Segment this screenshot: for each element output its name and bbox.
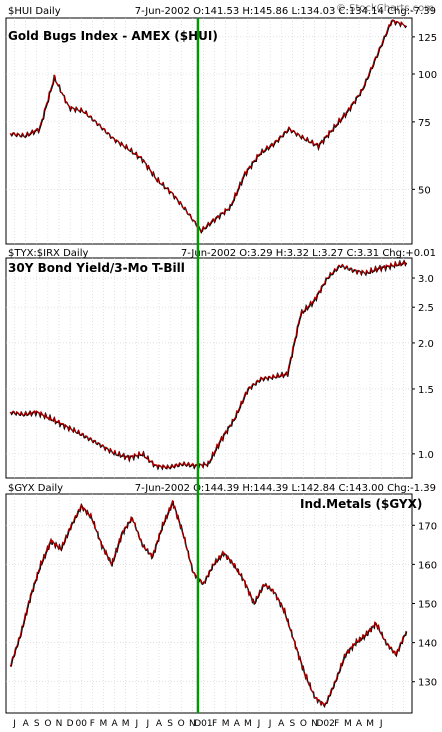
- y-tick-label: 75: [418, 118, 431, 129]
- x-month-label: M: [222, 719, 230, 729]
- x-month-label: O: [178, 719, 185, 729]
- x-month-label: F: [334, 719, 339, 729]
- panel-quote: 7-Jun-2002 O:3.29 H:3.32 L:3.27 C:3.31 C…: [181, 248, 436, 259]
- price-line: [9, 500, 407, 708]
- y-tick-label: 50: [418, 185, 431, 196]
- time-marker-line: [196, 18, 200, 713]
- y-tick-label: 150: [418, 600, 437, 611]
- price-line-shadow: [10, 500, 408, 709]
- x-month-label: N: [189, 719, 196, 729]
- price-line: [9, 19, 407, 234]
- x-month-label: A: [234, 719, 241, 729]
- x-month-label: O: [44, 719, 51, 729]
- x-month-label: A: [23, 719, 30, 729]
- x-month-label: J: [379, 719, 383, 729]
- x-month-label: S: [289, 719, 295, 729]
- x-month-label: O: [300, 719, 307, 729]
- panel-quote: 7-Jun-2002 O:141.53 H:145.86 L:134.03 C:…: [135, 6, 436, 17]
- x-month-label: M: [366, 719, 374, 729]
- y-tick-label: 3.0: [418, 274, 434, 285]
- x-month-label: 00: [75, 719, 87, 729]
- x-month-label: M: [122, 719, 130, 729]
- y-tick-label: 2.5: [418, 303, 434, 314]
- x-month-label: D02: [316, 719, 334, 729]
- y-tick-label: 140: [418, 639, 437, 650]
- x-month-label: S: [167, 719, 173, 729]
- y-tick-label: 100: [418, 70, 437, 81]
- panel-frame: [5, 493, 413, 714]
- panel-symbol: $GYX Daily: [8, 483, 63, 494]
- x-month-label: M: [344, 719, 352, 729]
- panel-frame: [5, 257, 413, 479]
- x-month-label: A: [278, 719, 285, 729]
- y-tick-label: 2.0: [418, 339, 434, 350]
- x-month-label: J: [257, 719, 261, 729]
- x-month-label: A: [111, 719, 118, 729]
- y-tick-label: 170: [418, 521, 437, 532]
- x-month-label: M: [244, 719, 252, 729]
- y-tick-label: 1.5: [418, 385, 434, 396]
- x-month-label: J: [12, 719, 16, 729]
- x-month-label: M: [100, 719, 108, 729]
- panel-frame: [5, 17, 413, 245]
- price-line: [9, 259, 407, 470]
- panel-symbol: $TYX:$IRX Daily: [8, 248, 88, 259]
- y-tick-label: 130: [418, 678, 437, 689]
- panel-quote: 7-Jun-2002 O:144.39 H:144.39 L:142.84 C:…: [135, 483, 436, 494]
- y-tick-label: 1.0: [418, 450, 434, 461]
- x-month-label: N: [311, 719, 318, 729]
- panel-title: Gold Bugs Index - AMEX ($HUI): [8, 29, 218, 43]
- y-tick-label: 125: [418, 33, 437, 44]
- panel-title: Ind.Metals ($GYX): [300, 497, 422, 511]
- x-month-label: J: [134, 719, 138, 729]
- x-month-label: D01: [194, 719, 212, 729]
- x-month-label: F: [90, 719, 95, 729]
- x-month-label: N: [56, 719, 63, 729]
- x-month-label: F: [212, 719, 217, 729]
- panel-symbol: $HUI Daily: [8, 6, 61, 17]
- x-month-label: J: [268, 719, 272, 729]
- x-month-label: S: [34, 719, 40, 729]
- y-tick-label: 160: [418, 560, 437, 571]
- x-month-label: D: [67, 719, 74, 729]
- x-month-label: A: [156, 719, 163, 729]
- stockcharts-credit: © StockCharts.com: [336, 3, 434, 14]
- panel-title: 30Y Bond Yield/3-Mo T-Bill: [8, 261, 185, 275]
- x-month-label: A: [356, 719, 363, 729]
- x-month-label: J: [146, 719, 150, 729]
